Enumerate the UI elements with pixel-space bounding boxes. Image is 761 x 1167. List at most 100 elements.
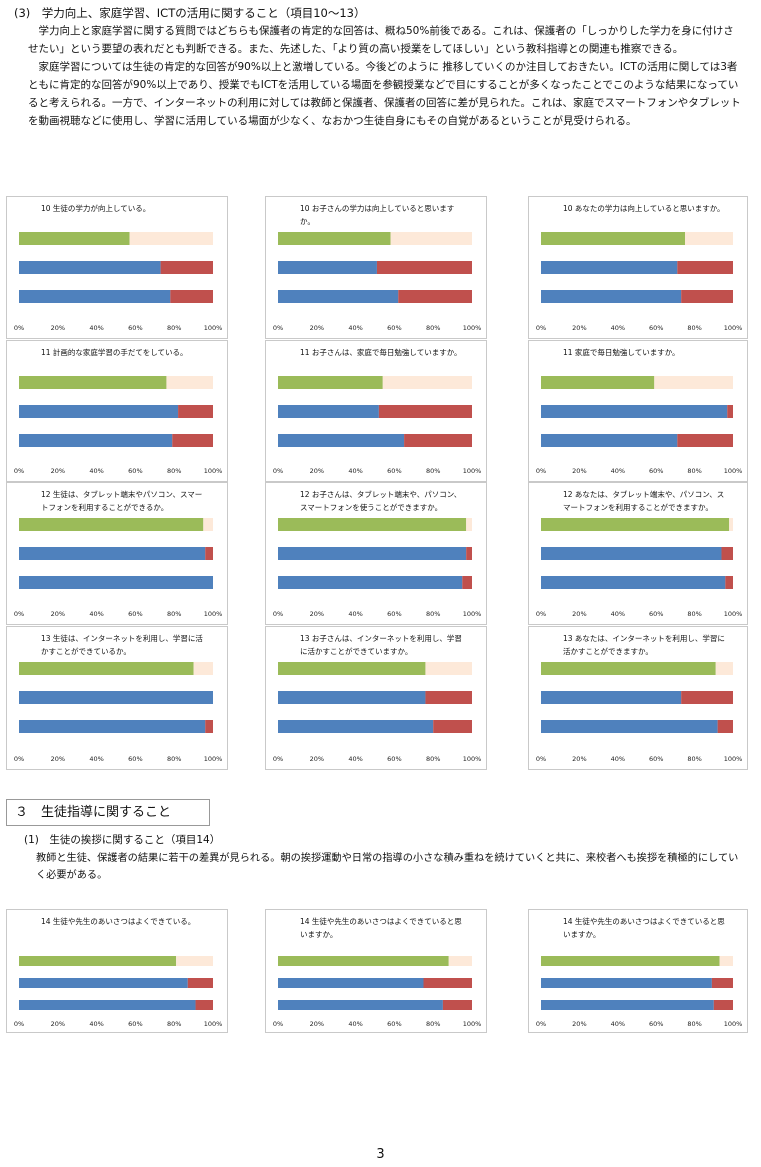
bar-positive-2 — [541, 547, 722, 560]
x-tick-label: 40% — [611, 467, 625, 475]
bar-positive-1 — [541, 376, 655, 389]
bar-chart-svg: 0% 20% 40% 60% 80% 100% — [273, 662, 481, 763]
x-tick-label: 100% — [204, 610, 223, 618]
x-tick-label: 0% — [14, 610, 24, 618]
x-tick-label: 40% — [611, 1020, 625, 1028]
x-tick-label: 0% — [14, 324, 24, 332]
bar-negative-1 — [166, 376, 213, 389]
bar-positive-3 — [541, 290, 682, 303]
bar-positive-2 — [278, 405, 379, 418]
bar-positive-3 — [19, 290, 171, 303]
bar-negative-2 — [376, 261, 472, 274]
bar-positive-2 — [278, 691, 426, 704]
bar-positive-2 — [541, 691, 682, 704]
x-tick-label: 40% — [89, 1020, 103, 1028]
bar-chart-svg: 0% 20% 40% 60% 80% 100% — [536, 518, 743, 618]
bar-positive-2 — [19, 405, 179, 418]
x-tick-label: 0% — [536, 1020, 546, 1028]
heading-student-guidance: ３ 生徒指導に関すること — [6, 799, 210, 826]
bar-positive-3 — [19, 720, 206, 733]
x-tick-label: 60% — [387, 1020, 401, 1028]
chart-title: 12 生徒は、タブレット端末やパソコン、スマートフォンを利用することができるか。 — [41, 490, 203, 512]
bar-positive-2 — [541, 261, 678, 274]
bar-positive-1 — [19, 376, 167, 389]
bar-positive-1 — [278, 376, 383, 389]
x-tick-label: 0% — [14, 467, 24, 475]
bar-negative-3 — [404, 434, 472, 447]
survey-chart-12: 13 あなたは、インターネットを利用し、学習に活かすことができますか。 0% 20%… — [528, 626, 748, 770]
x-tick-label: 100% — [204, 467, 223, 475]
x-tick-label: 80% — [687, 755, 701, 763]
x-tick-label: 0% — [536, 755, 546, 763]
chart-title: 13 お子さんは、インターネットを利用し、学習に活かすことができていますか。 — [300, 634, 462, 656]
bar-negative-3 — [172, 434, 213, 447]
bar-negative-1 — [390, 232, 472, 245]
bar-positive-1 — [541, 956, 720, 966]
x-tick-label: 60% — [387, 610, 401, 618]
bar-positive-3 — [541, 1000, 714, 1010]
survey-chart-4: 11 計画的な家庭学習の手だてをしている。 0% 20% 40% 60% 80% 100% — [6, 340, 228, 482]
bar-positive-2 — [541, 978, 712, 988]
x-tick-label: 60% — [128, 755, 142, 763]
x-tick-label: 80% — [426, 1020, 440, 1028]
bar-chart-svg: 0% 20% 40% 60% 80% 100% — [536, 662, 742, 763]
x-tick-label: 80% — [426, 610, 440, 618]
bar-positive-3 — [278, 1000, 443, 1010]
bar-chart-svg: 0% 20% 40% 60% 80% 100% — [536, 956, 743, 1028]
survey-chart-2: 10 お子さんの学力は向上していると思いますか。 0% 20% 40% 60% 80% 10… — [265, 196, 487, 339]
chart-title: 12 お子さんは、タブレット端末や、パソコン、スマートフォンを使うことができます… — [300, 490, 462, 512]
bar-negative-3 — [681, 290, 733, 303]
bar-positive-1 — [19, 518, 204, 531]
bar-positive-3 — [19, 576, 213, 589]
bar-negative-1 — [466, 518, 472, 531]
survey-chart-1: 10 生徒の学力が向上している。 0% 20% 40% 60% 80% 100% — [6, 196, 228, 339]
bar-positive-1 — [278, 518, 467, 531]
bar-positive-1 — [278, 956, 449, 966]
x-tick-label: 40% — [348, 324, 362, 332]
x-tick-label: 0% — [273, 610, 283, 618]
sub-heading-greetings: (1) 生徒の挨拶に関すること（項目14） — [24, 834, 221, 846]
x-tick-label: 60% — [649, 755, 663, 763]
x-tick-label: 80% — [426, 467, 440, 475]
bar-negative-2 — [727, 405, 733, 418]
chart-title: 13 生徒は、インターネットを利用し、学習に活かすことができているか。 — [41, 634, 203, 656]
x-tick-label: 40% — [89, 467, 103, 475]
bar-positive-1 — [541, 662, 716, 675]
x-tick-label: 20% — [51, 467, 65, 475]
bar-positive-1 — [541, 232, 685, 245]
bar-negative-1 — [203, 518, 213, 531]
bar-negative-3 — [713, 1000, 733, 1010]
x-tick-label: 60% — [649, 324, 663, 332]
bar-negative-3 — [442, 1000, 472, 1010]
chart-title: 14 生徒や先生のあいさつはよくできていると思いますか。 — [300, 917, 462, 939]
x-tick-label: 40% — [348, 1020, 362, 1028]
x-tick-label: 60% — [649, 1020, 663, 1028]
bar-positive-3 — [19, 1000, 196, 1010]
bar-negative-1 — [719, 956, 733, 966]
bar-negative-2 — [681, 691, 733, 704]
bar-negative-2 — [425, 691, 472, 704]
section-3-title: (3) 学力向上、家庭学習、ICTの活用に関すること（項目10～13） — [14, 6, 366, 20]
bar-positive-2 — [19, 691, 213, 704]
x-tick-label: 80% — [167, 324, 181, 332]
x-tick-label: 100% — [724, 1020, 743, 1028]
section-3-paragraph-2: 家庭学習については生徒の肯定的な回答が90%以上と激増している。今後どのように … — [28, 61, 741, 127]
x-tick-label: 40% — [348, 467, 362, 475]
x-tick-label: 60% — [649, 610, 663, 618]
x-tick-label: 100% — [724, 610, 743, 618]
bar-chart-svg: 0% 20% 40% 60% 80% 100% — [14, 376, 223, 475]
bar-negative-2 — [677, 261, 733, 274]
x-tick-label: 20% — [572, 324, 586, 332]
bar-negative-1 — [176, 956, 213, 966]
bar-positive-3 — [541, 434, 678, 447]
x-tick-label: 40% — [89, 324, 103, 332]
x-tick-label: 20% — [572, 755, 586, 763]
x-tick-label: 40% — [89, 755, 103, 763]
bar-positive-3 — [541, 720, 718, 733]
chart-title: 11 お子さんは、家庭で毎日勉強していますか。 — [300, 348, 462, 357]
x-tick-label: 80% — [687, 324, 701, 332]
x-tick-label: 20% — [572, 610, 586, 618]
chart-title: 14 生徒や先生のあいさつはよくできている。 — [41, 917, 196, 926]
x-tick-label: 60% — [128, 324, 142, 332]
bar-positive-3 — [19, 434, 173, 447]
